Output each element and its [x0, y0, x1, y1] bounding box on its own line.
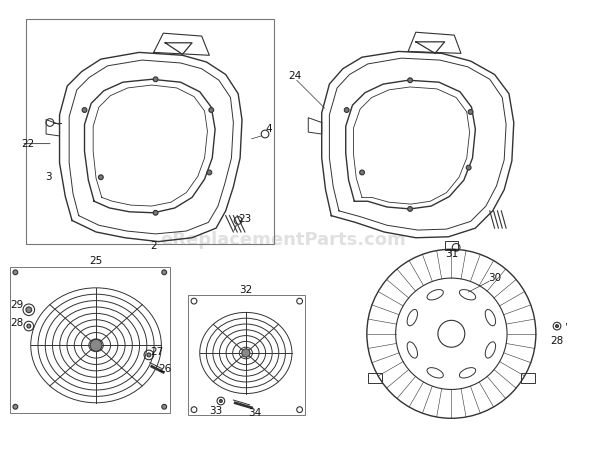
Bar — [26, 19, 274, 244]
Bar — [445, 241, 458, 250]
Circle shape — [468, 110, 473, 114]
Text: 32: 32 — [239, 285, 253, 294]
Circle shape — [153, 77, 158, 81]
Text: 24: 24 — [288, 71, 301, 81]
Circle shape — [99, 175, 103, 180]
Circle shape — [153, 210, 158, 215]
Text: 27: 27 — [150, 347, 163, 357]
Text: 33: 33 — [209, 406, 222, 416]
Text: 26: 26 — [159, 364, 172, 374]
Bar — [188, 295, 306, 415]
Circle shape — [408, 78, 412, 83]
Text: 22: 22 — [21, 138, 34, 149]
Circle shape — [207, 170, 212, 175]
Circle shape — [162, 404, 166, 409]
Bar — [9, 267, 170, 413]
Circle shape — [147, 353, 151, 357]
Text: eReplacementParts.com: eReplacementParts.com — [160, 231, 406, 249]
Text: 3: 3 — [45, 172, 51, 182]
Circle shape — [219, 400, 222, 402]
Bar — [521, 373, 535, 383]
Circle shape — [209, 107, 214, 113]
Circle shape — [13, 404, 18, 409]
Circle shape — [408, 206, 412, 211]
Text: 4: 4 — [266, 124, 272, 134]
Circle shape — [90, 339, 102, 351]
Circle shape — [13, 270, 18, 275]
Circle shape — [556, 325, 559, 327]
Circle shape — [26, 307, 32, 313]
Text: 28: 28 — [11, 318, 24, 328]
Circle shape — [27, 324, 31, 328]
Circle shape — [345, 107, 349, 113]
Text: 2: 2 — [150, 241, 157, 251]
Text: 25: 25 — [90, 256, 103, 266]
Text: 29: 29 — [11, 300, 24, 310]
Circle shape — [360, 170, 365, 175]
Text: 34: 34 — [248, 407, 261, 418]
Bar — [368, 373, 382, 383]
Text: 28: 28 — [550, 337, 563, 346]
Circle shape — [466, 165, 471, 170]
Text: 23: 23 — [238, 213, 251, 224]
Circle shape — [242, 349, 250, 357]
Circle shape — [82, 107, 87, 113]
Text: 31: 31 — [445, 249, 458, 259]
Circle shape — [162, 270, 166, 275]
Text: 30: 30 — [488, 273, 501, 283]
